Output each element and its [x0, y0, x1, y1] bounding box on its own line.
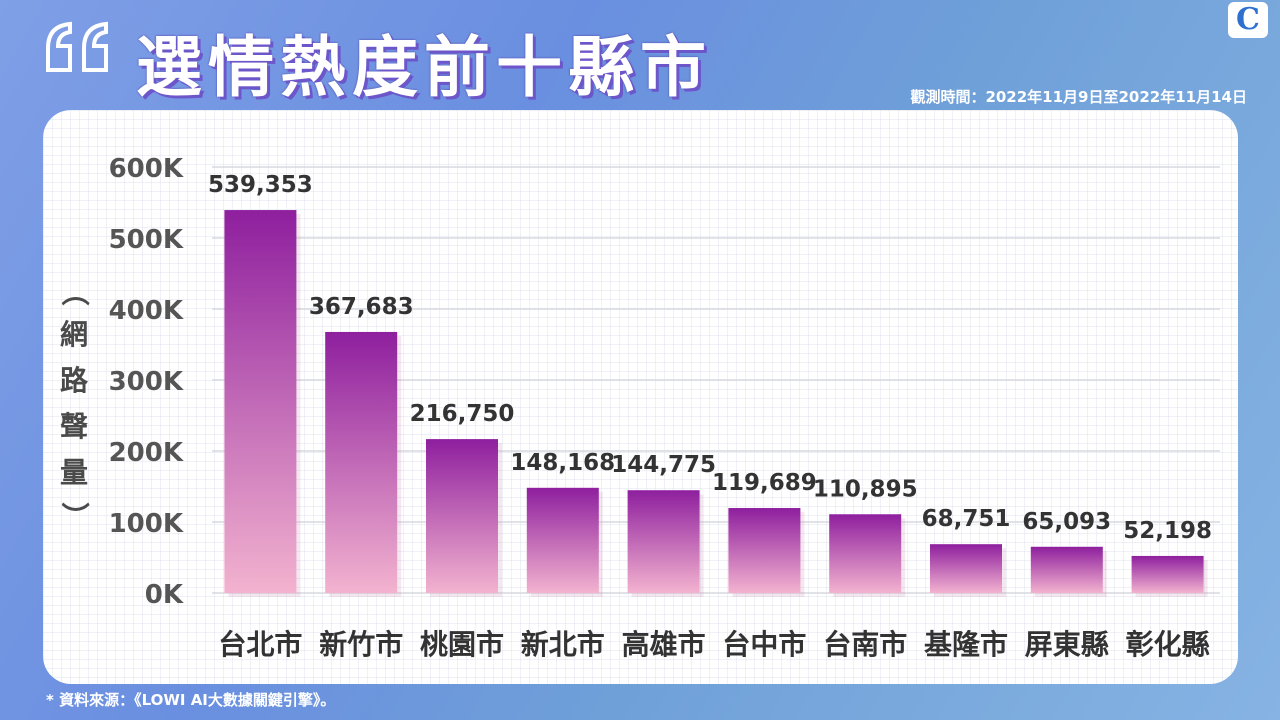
bar — [426, 439, 498, 593]
x-category-label: 新北市 — [521, 628, 605, 661]
bar-value-label: 68,751 — [922, 506, 1011, 532]
bar-value-label: 148,168 — [510, 450, 615, 476]
x-category-label: 彰化縣 — [1126, 628, 1210, 661]
bar-value-label: 216,750 — [410, 401, 515, 427]
bar — [829, 514, 902, 593]
x-category-label: 桃園市 — [420, 628, 504, 661]
bar-value-label: 52,198 — [1123, 518, 1212, 544]
bar — [930, 544, 1002, 593]
x-category-label: 高雄市 — [622, 628, 706, 661]
bar-value-label: 65,093 — [1022, 509, 1111, 535]
y-axis-label: （ 網 路 聲 量 ） — [54, 272, 94, 536]
page-title: 選情熱度前十縣市 — [136, 29, 712, 106]
bar-value-label: 367,683 — [309, 294, 414, 320]
bar — [1030, 546, 1103, 593]
x-category-label: 台北市 — [218, 628, 302, 661]
x-category-label: 台中市 — [722, 628, 806, 661]
bar — [526, 487, 599, 593]
bar-value-label: 110,895 — [813, 476, 918, 502]
bar — [627, 490, 700, 593]
y-axis-label-char: 網 — [59, 318, 88, 351]
y-axis-label-char: 路 — [59, 364, 88, 397]
observation-period: 觀測時間：2022年11月9日至2022年11月14日 — [910, 88, 1247, 106]
brand-logo-letter: C — [1236, 2, 1260, 37]
x-category-label: 屏東縣 — [1025, 628, 1109, 661]
bar — [1131, 555, 1204, 593]
y-tick-label: 400K — [109, 296, 184, 326]
y-tick-label: 600K — [109, 154, 184, 184]
bar — [224, 210, 297, 593]
x-category-label: 新竹市 — [319, 628, 403, 661]
data-source-note: * 資料來源：《LOWI AI大數據關鍵引擎》。 — [46, 691, 336, 709]
y-tick-label: 500K — [109, 225, 184, 255]
y-axis-label-char: 聲 — [59, 410, 88, 443]
x-category-label: 基隆市 — [924, 628, 1008, 661]
bar-value-label: 144,775 — [611, 452, 716, 478]
y-tick-label: 100K — [109, 509, 184, 539]
bar — [325, 331, 398, 593]
bar-value-label: 119,689 — [712, 470, 817, 496]
quote-mark-icon — [46, 21, 108, 72]
y-tick-label: 300K — [109, 367, 184, 397]
x-category-label: 台南市 — [823, 628, 907, 661]
bar-value-label: 539,353 — [208, 172, 313, 198]
y-axis-label-char: 量 — [59, 456, 88, 489]
brand-logo: C — [1228, 2, 1268, 38]
y-tick-label: 0K — [145, 580, 184, 610]
y-tick-label: 200K — [109, 438, 184, 468]
bar — [728, 508, 801, 593]
